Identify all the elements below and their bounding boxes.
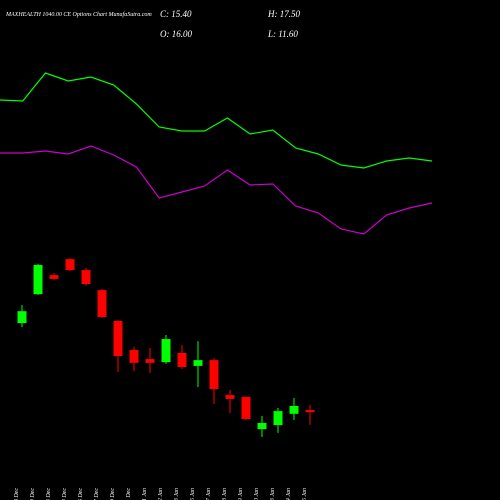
x-tick-label: 02 Jan bbox=[158, 488, 164, 500]
x-tick-label: 06 Jan bbox=[190, 488, 196, 500]
low-label: L: 11.60 bbox=[267, 29, 298, 39]
candle-body bbox=[81, 270, 91, 284]
x-tick-label: 31 Dec bbox=[126, 488, 132, 500]
candle-body bbox=[305, 410, 315, 413]
x-tick-label: 16 Jan bbox=[302, 488, 308, 500]
candle-body bbox=[161, 339, 171, 363]
x-tick-label: 30 Dec bbox=[110, 488, 116, 500]
candle-body bbox=[241, 396, 251, 419]
x-tick-label: 10 Jan bbox=[254, 488, 260, 500]
candle-body bbox=[65, 259, 75, 271]
x-tick-label: 19 Dec bbox=[30, 488, 36, 500]
x-tick-label: 08 Jan bbox=[222, 488, 228, 500]
high-label: H: 17.50 bbox=[267, 9, 300, 19]
candle-body bbox=[145, 359, 155, 363]
candle-body bbox=[257, 423, 267, 430]
indicator-line bbox=[0, 72, 433, 169]
close-label: C: 15.40 bbox=[160, 9, 192, 19]
candle-body bbox=[273, 411, 283, 426]
x-tick-label: 26 Dec bbox=[78, 488, 84, 500]
candle-body bbox=[289, 406, 299, 414]
chart-title: MAXHEALTH 1040.00 CE Options Chart Munaf… bbox=[5, 11, 152, 18]
open-label: O: 16.00 bbox=[160, 29, 192, 39]
candle-body bbox=[33, 264, 43, 295]
x-tick-label: 03 Jan bbox=[174, 488, 180, 500]
candle-body bbox=[17, 311, 27, 324]
x-tick-label: 27 Dec bbox=[94, 488, 100, 500]
x-tick-label: 18 Dec bbox=[14, 488, 20, 500]
indicator-line bbox=[0, 145, 433, 235]
x-tick-label: 01 Jan bbox=[142, 488, 148, 500]
x-tick-label: 23 Dec bbox=[46, 488, 52, 500]
x-tick-label: 13 Jan bbox=[270, 488, 276, 500]
candle-body bbox=[113, 321, 123, 357]
x-tick-label: 09 Jan bbox=[238, 488, 244, 500]
candle-body bbox=[193, 360, 203, 366]
candle-body bbox=[225, 395, 235, 399]
x-tick-label: 14 Jan bbox=[285, 488, 292, 500]
candle-body bbox=[49, 275, 59, 279]
candle-body bbox=[177, 352, 187, 367]
candle-body bbox=[209, 360, 219, 390]
candle-body bbox=[97, 290, 107, 317]
x-tick-label: 07 Jan bbox=[206, 488, 212, 500]
candle-body bbox=[129, 349, 139, 363]
x-tick-label: 24 Dec bbox=[61, 488, 68, 500]
